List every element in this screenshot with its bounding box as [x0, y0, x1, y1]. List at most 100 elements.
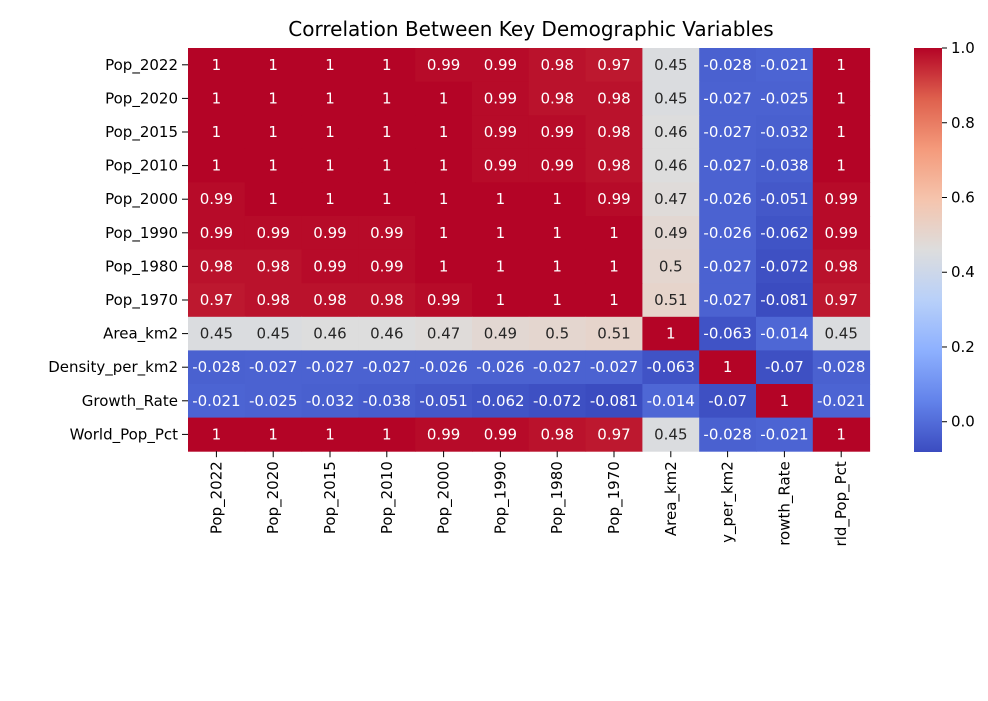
heatmap-cell [585, 316, 643, 351]
column-tick-label: Pop_2020 [264, 461, 283, 534]
heatmap-cell-value: 0.99 [313, 257, 346, 275]
heatmap-cell-value: 1 [325, 157, 335, 175]
heatmap-cell-value: -0.051 [760, 190, 808, 208]
heatmap-cell-value: 1 [268, 56, 278, 74]
heatmap-cell-value: 1 [212, 89, 222, 107]
column-tick-labels: Pop_2022 Pop_2020 Pop_2015 Pop_2010 Pop_2000… [207, 451, 851, 546]
heatmap-cell [472, 115, 530, 150]
heatmap-cell [188, 417, 246, 452]
heatmap-cell-value: 0.45 [824, 325, 857, 343]
heatmap-cell-value: 0.51 [597, 325, 630, 343]
heatmap-cell-value: 1 [552, 291, 562, 309]
heatmap-cell [585, 81, 643, 116]
heatmap-cell-value: 0.45 [654, 56, 687, 74]
heatmap-cell-value: -0.027 [703, 257, 751, 275]
heatmap-cell [756, 216, 814, 251]
column-tick-label: rld_Pop_Pct [832, 461, 851, 546]
heatmap-cell-value: -0.027 [306, 358, 354, 376]
heatmap-cell [812, 216, 871, 251]
heatmap-cell [301, 350, 359, 385]
heatmap-cell [415, 148, 473, 183]
heatmap-cell [244, 148, 303, 183]
heatmap-cell-value: 0.98 [256, 291, 289, 309]
heatmap-cell [699, 384, 757, 419]
heatmap-cell-value: -0.027 [590, 358, 638, 376]
heatmap-cell [301, 48, 359, 83]
heatmap-cell-value: 0.99 [427, 425, 460, 443]
heatmap-cell-value: -0.027 [703, 123, 751, 141]
heatmap-cell-value: 1 [325, 425, 335, 443]
heatmap-cell [812, 417, 871, 452]
heatmap-cell [528, 283, 587, 318]
heatmap-cell [244, 384, 303, 419]
heatmap-cell [528, 249, 587, 284]
row-tick-label: Pop_2015 [105, 123, 178, 142]
heatmap-cell [472, 81, 530, 116]
heatmap-cell [642, 182, 700, 217]
heatmap-cell [415, 48, 473, 83]
heatmap-cell-value: -0.026 [703, 224, 751, 242]
heatmap-cell [358, 417, 416, 452]
heatmap-cell-value: 0.51 [654, 291, 687, 309]
heatmap-cell-value: -0.021 [817, 392, 865, 410]
heatmap-cell-value: -0.025 [249, 392, 297, 410]
row-tick-label: Pop_1980 [105, 257, 178, 276]
heatmap-cell-value: -0.021 [760, 425, 808, 443]
row-tick-label: Pop_2020 [105, 89, 178, 108]
heatmap-cell-value: 1 [496, 190, 506, 208]
heatmap-cell-value: 0.46 [370, 325, 403, 343]
heatmap-cell [585, 249, 643, 284]
heatmap-cell [358, 182, 416, 217]
heatmap-cell-value: -0.063 [703, 325, 751, 343]
heatmap-cell [642, 148, 700, 183]
heatmap-cell-value: -0.014 [760, 325, 808, 343]
heatmap-cell-value: 1 [439, 224, 449, 242]
heatmap-cell-value: 0.97 [597, 56, 630, 74]
heatmap-cell-value: 0.49 [484, 325, 517, 343]
heatmap-cell [301, 384, 359, 419]
heatmap-cell-value: -0.063 [647, 358, 695, 376]
heatmap-cell [472, 384, 530, 419]
heatmap-cell [642, 48, 700, 83]
heatmap-cell-value: 1 [325, 56, 335, 74]
heatmap-cell-value: 0.99 [484, 89, 517, 107]
heatmap-cell-value: 0.99 [256, 224, 289, 242]
column-tick-label: rowth_Rate [775, 461, 794, 546]
heatmap-cell [756, 316, 814, 351]
heatmap-cell [699, 249, 757, 284]
heatmap-cell-value: 1 [382, 89, 392, 107]
heatmap-cell [472, 216, 530, 251]
heatmap-cell-value: 0.47 [427, 325, 460, 343]
heatmap-cell-value: -0.032 [306, 392, 354, 410]
heatmap-cell [472, 48, 530, 83]
heatmap-cell-value: -0.021 [760, 56, 808, 74]
heatmap-cell-value: -0.026 [476, 358, 524, 376]
heatmap-cell-value: 1 [836, 89, 846, 107]
heatmap-cell [244, 283, 303, 318]
heatmap-cell-value: 1 [609, 257, 619, 275]
heatmap-cell [415, 249, 473, 284]
heatmap-cell-value: 0.99 [484, 123, 517, 141]
heatmap-cell-value: 0.99 [427, 56, 460, 74]
heatmap-cell-value: 1 [552, 224, 562, 242]
heatmap-cell [358, 249, 416, 284]
heatmap-cell [472, 148, 530, 183]
heatmap-cell [699, 148, 757, 183]
heatmap-cell-value: 1 [268, 425, 278, 443]
heatmap-cell [301, 249, 359, 284]
heatmap-cell-value: 0.99 [484, 56, 517, 74]
heatmap-cell-value: 1 [382, 123, 392, 141]
heatmap-cell-value: -0.028 [192, 358, 240, 376]
colorbar: 0.0 0.2 0.4 0.6 0.8 1.0 [914, 39, 975, 452]
heatmap-cell [756, 417, 814, 452]
heatmap-cell [301, 148, 359, 183]
heatmap-cell-value: 0.98 [540, 89, 573, 107]
heatmap-cell-value: 0.98 [370, 291, 403, 309]
heatmap-cell-value: 0.98 [597, 157, 630, 175]
heatmap-cell-value: 0.98 [540, 425, 573, 443]
heatmap-cell [244, 182, 303, 217]
heatmap-cell [642, 249, 700, 284]
heatmap-cell [699, 417, 757, 452]
heatmap-cell [528, 148, 587, 183]
